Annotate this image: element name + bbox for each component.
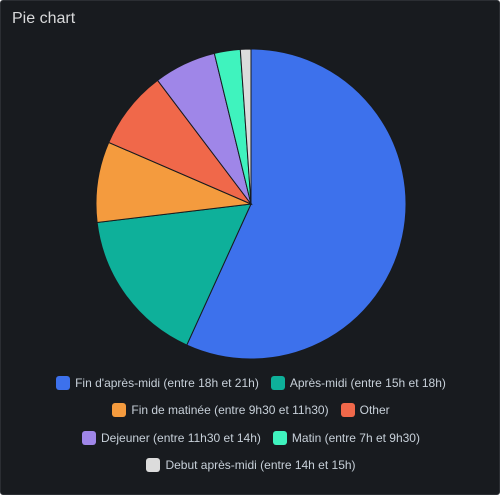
pie-slice-6[interactable] <box>239 48 252 205</box>
legend-label: Other <box>359 403 390 418</box>
pie-chart <box>95 48 407 360</box>
legend-swatch <box>56 375 71 390</box>
legend-swatch <box>146 458 161 473</box>
legend: Fin d'après-midi (entre 18h et 21h) Aprè… <box>1 369 500 479</box>
legend-item-dejeuner[interactable]: Dejeuner (entre 11h30 et 14h) <box>82 430 261 445</box>
legend-item-debut-apres-midi[interactable]: Debut après-midi (entre 14h et 15h) <box>146 458 356 473</box>
legend-row: Fin de matinée (entre 9h30 et 11h30) Oth… <box>1 397 500 425</box>
legend-label: Fin d'après-midi (entre 18h et 21h) <box>75 375 259 390</box>
legend-label: Dejeuner (entre 11h30 et 14h) <box>101 430 261 445</box>
legend-item-other[interactable]: Other <box>340 403 390 418</box>
legend-swatch <box>82 430 97 445</box>
legend-label: Après-midi (entre 15h et 18h) <box>289 375 446 390</box>
legend-swatch <box>112 403 127 418</box>
legend-item-fin-de-matinee[interactable]: Fin de matinée (entre 9h30 et 11h30) <box>112 403 329 418</box>
legend-item-fin-apres-midi[interactable]: Fin d'après-midi (entre 18h et 21h) <box>56 375 259 390</box>
panel-title: Pie chart <box>12 10 76 27</box>
legend-label: Debut après-midi (entre 14h et 15h) <box>165 458 356 473</box>
legend-row: Debut après-midi (entre 14h et 15h) <box>1 452 500 480</box>
legend-label: Matin (entre 7h et 9h30) <box>291 430 420 445</box>
legend-label: Fin de matinée (entre 9h30 et 11h30) <box>131 403 329 418</box>
legend-swatch <box>340 403 355 418</box>
pie-slice-0[interactable] <box>186 48 407 360</box>
legend-item-apres-midi[interactable]: Après-midi (entre 15h et 18h) <box>270 375 446 390</box>
legend-row: Dejeuner (entre 11h30 et 14h) Matin (ent… <box>1 424 500 452</box>
legend-item-matin[interactable]: Matin (entre 7h et 9h30) <box>272 430 420 445</box>
legend-row: Fin d'après-midi (entre 18h et 21h) Aprè… <box>1 369 500 397</box>
pie-slice-1[interactable] <box>96 203 252 346</box>
legend-swatch <box>270 375 285 390</box>
legend-swatch <box>272 430 287 445</box>
